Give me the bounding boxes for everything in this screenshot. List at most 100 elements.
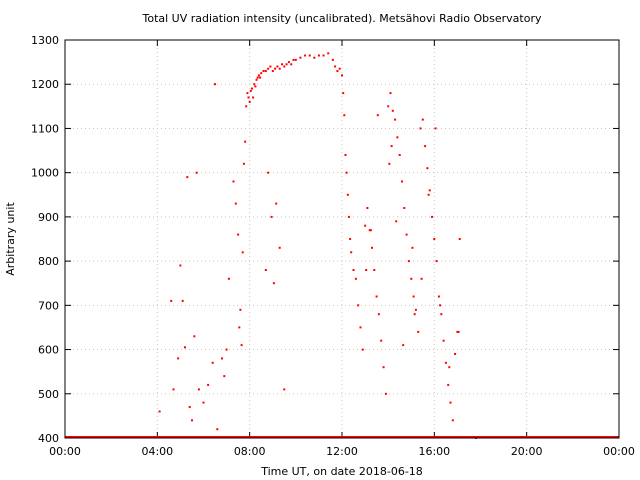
data-point [403,207,406,209]
data-point [368,229,371,232]
data-point [407,260,410,263]
data-point [394,118,397,121]
data-point [396,136,399,139]
y-tick-label: 1100 [31,122,59,135]
data-point [388,162,391,165]
data-point [390,145,393,148]
data-point [172,388,175,391]
data-point [451,419,454,422]
data-point [283,388,286,391]
data-point [251,87,253,90]
data-point [256,76,259,79]
data-point [313,56,316,59]
data-point [247,96,250,99]
data-point [428,189,431,192]
data-point [369,229,372,232]
data-point [434,127,437,130]
data-point [357,304,360,307]
x-tick-label: 04:00 [141,445,173,458]
data-point [389,92,392,95]
x-tick-label: 00:00 [603,445,635,458]
data-point [245,105,248,108]
data-point [343,114,346,117]
data-point [299,56,302,59]
data-point [336,70,339,72]
data-point [287,61,290,64]
data-point [375,295,378,298]
x-axis-label: Time UT, on date 2018-06-18 [260,465,423,478]
data-point [382,366,385,369]
data-point [193,335,196,338]
data-point [419,127,422,130]
y-tick-label: 600 [38,344,59,357]
data-point [275,202,278,205]
data-point [361,348,364,351]
data-point [264,70,267,72]
data-point [449,401,452,404]
data-point [248,100,251,103]
data-point [376,114,379,117]
data-point [346,193,349,196]
data-point [181,299,184,302]
data-point [264,269,267,271]
data-point [431,215,433,218]
data-point [347,215,350,218]
data-point [267,171,270,174]
data-point [283,65,286,68]
data-point [412,295,415,298]
data-point [270,215,273,218]
data-point [214,83,216,86]
data-point [402,344,405,347]
data-point [334,65,337,68]
data-point [354,277,357,280]
y-tick-label: 1300 [31,34,59,47]
data-point [294,58,297,61]
data-point [352,269,355,271]
data-point [391,109,394,112]
data-point [308,54,311,57]
data-point [158,410,161,413]
data-point [262,70,265,72]
data-point [373,269,376,271]
data-point [458,238,461,240]
x-tick-label: 08:00 [234,445,266,458]
data-point [414,308,417,311]
data-point [338,67,341,70]
data-point [227,277,230,280]
data-point [211,361,214,364]
data-point [179,264,182,267]
data-point [377,313,380,316]
data-point [456,330,459,333]
data-point [197,388,200,391]
data-point [411,246,414,249]
data-point [216,428,219,431]
data-point [234,202,237,205]
data-point [253,83,256,86]
data-point [304,54,307,57]
data-point [405,233,408,236]
data-point [252,96,255,99]
data-point [244,140,247,143]
x-tick-label: 16:00 [418,445,450,458]
data-point [260,72,263,75]
tick-marks [64,39,620,439]
y-tick-label: 900 [38,211,59,224]
data-point [387,105,390,108]
data-point [223,375,226,378]
chart-title: Total UV radiation intensity (uncalibrat… [142,12,542,25]
data-point [186,176,189,179]
data-point [285,63,288,66]
data-point [322,54,325,57]
data-point [350,251,353,254]
data-point [241,251,244,254]
data-point [207,383,210,386]
data-point [272,282,275,285]
data-point [437,295,440,298]
data-point [202,401,205,404]
data-point [371,246,373,249]
data-point [344,154,347,156]
data-point [184,346,186,349]
data-point [454,353,457,355]
data-point [225,348,228,351]
